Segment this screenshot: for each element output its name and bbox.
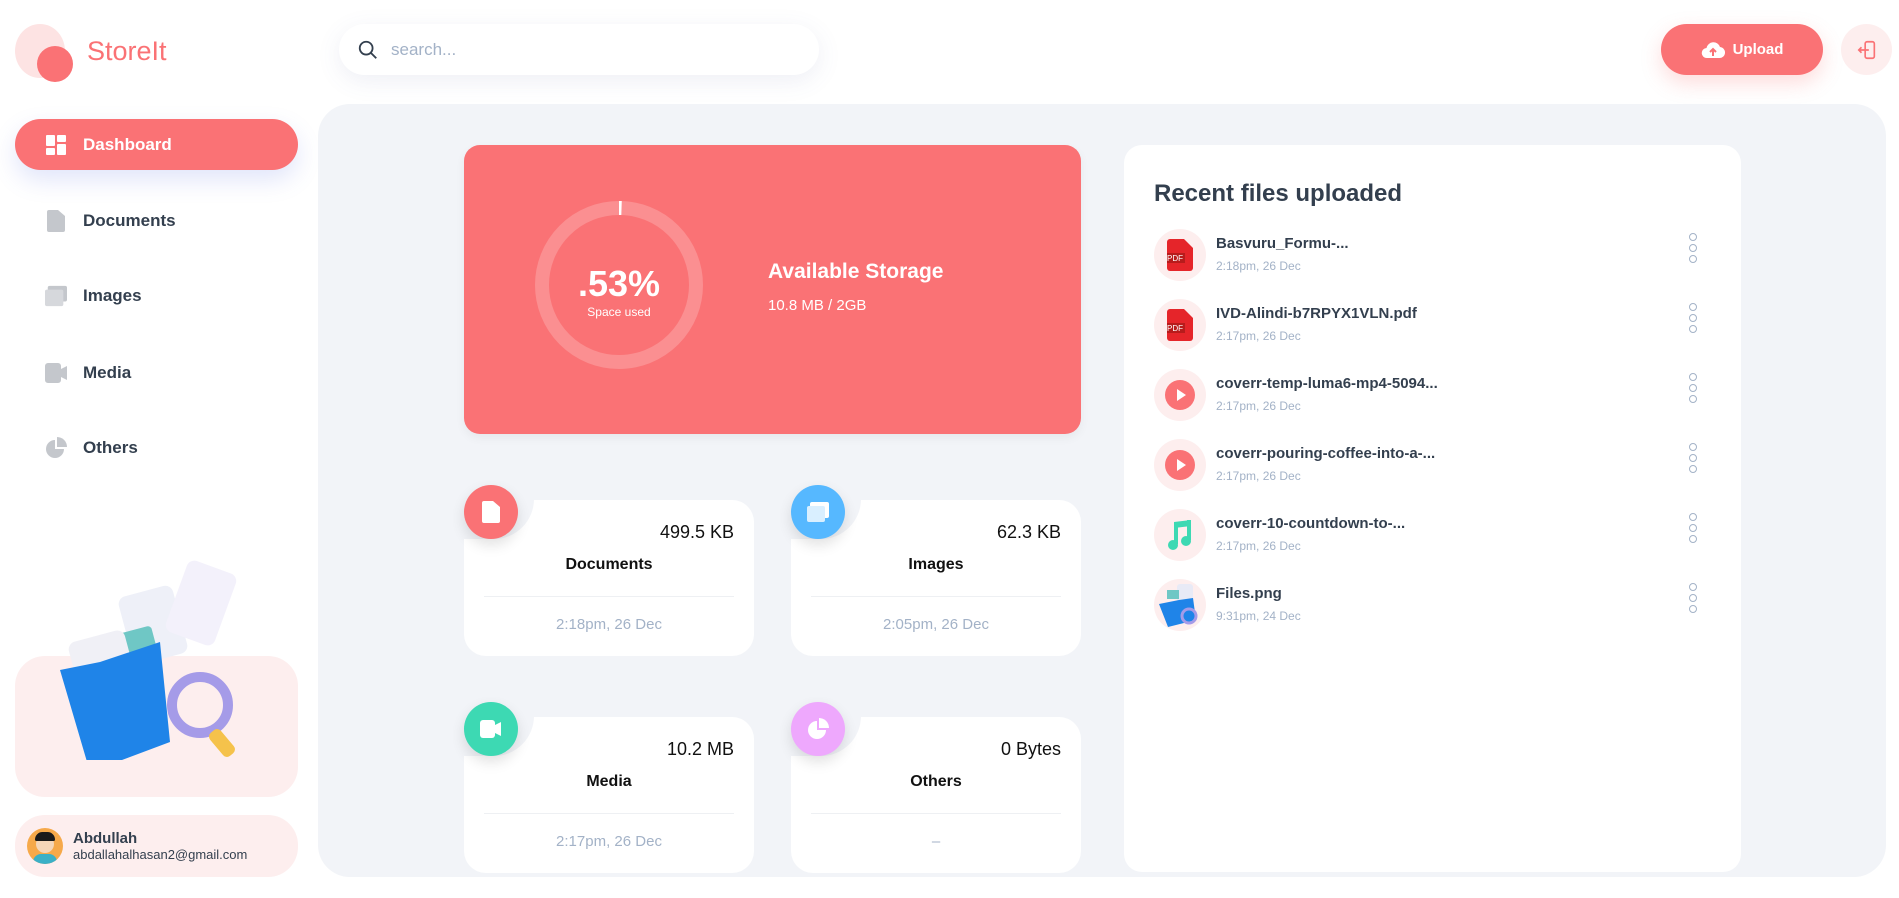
file-date: 2:17pm, 26 Dec: [1216, 399, 1301, 413]
play-icon: [1154, 369, 1206, 421]
recent-file-row[interactable]: Files.png 9:31pm, 24 Dec: [1154, 577, 1714, 633]
category-size: 499.5 KB: [659, 522, 734, 542]
upload-label: Upload: [1732, 41, 1784, 58]
category-name: Images: [908, 556, 964, 573]
video-icon: [464, 702, 518, 756]
storage-percent: .53%: [577, 263, 661, 304]
user-email: abdallahalhasan2@gmail.com: [73, 847, 248, 862]
logout-icon: [1857, 40, 1875, 59]
storage-summary-card: .53% Space used Available Storage 10.8 M…: [464, 145, 1081, 434]
recent-files-panel: Recent files uploaded PDF Basvuru_Formu-…: [1124, 145, 1741, 872]
file-date: 2:17pm, 26 Dec: [1216, 539, 1301, 553]
pdf-file-icon: PDF: [1154, 299, 1206, 351]
category-name: Documents: [565, 556, 653, 573]
more-options-icon[interactable]: [1687, 233, 1699, 263]
category-date: –: [931, 833, 941, 850]
recent-file-row[interactable]: PDF IVD-Alindi-b7RPYX1VLN.pdf 2:17pm, 26…: [1154, 297, 1714, 353]
svg-text:PDF: PDF: [1167, 324, 1183, 333]
category-name: Media: [586, 773, 632, 790]
pie-chart-icon: [791, 702, 845, 756]
storage-usage-arc: [535, 201, 703, 369]
play-icon: [1154, 439, 1206, 491]
sidebar-item-label: Documents: [83, 210, 176, 230]
category-size: 0 Bytes: [1000, 739, 1061, 759]
search-input[interactable]: [391, 39, 771, 60]
more-options-icon[interactable]: [1687, 513, 1699, 543]
file-name: coverr-10-countdown-to-...: [1216, 515, 1406, 532]
divider: [811, 596, 1061, 597]
sidebar-item-label: Media: [83, 362, 132, 382]
divider: [484, 813, 734, 814]
storage-usage: 10.8 MB / 2GB: [768, 297, 867, 314]
category-date: 2:17pm, 26 Dec: [556, 833, 662, 850]
sidebar-item-label: Images: [83, 285, 142, 305]
category-size: 62.3 KB: [996, 522, 1061, 542]
pie-chart-icon: [45, 436, 67, 459]
category-card-documents[interactable]: 499.5 KB Documents 2:18pm, 26 Dec: [464, 485, 754, 656]
logo-mark-dot: [37, 46, 73, 82]
images-icon: [45, 285, 67, 307]
divider: [484, 596, 734, 597]
more-options-icon[interactable]: [1687, 583, 1699, 613]
upload-button[interactable]: Upload: [1661, 24, 1823, 75]
logout-button[interactable]: [1841, 24, 1892, 75]
more-options-icon[interactable]: [1687, 443, 1699, 473]
file-date: 2:18pm, 26 Dec: [1216, 259, 1301, 273]
category-date: 2:18pm, 26 Dec: [556, 616, 662, 633]
category-card-others[interactable]: 0 Bytes Others –: [791, 702, 1081, 873]
svg-text:PDF: PDF: [1167, 254, 1183, 263]
recent-files-title: Recent files uploaded: [1154, 180, 1403, 207]
search-icon: [358, 40, 377, 59]
user-card[interactable]: Abdullah abdallahalhasan2@gmail.com: [15, 815, 298, 877]
file-name: IVD-Alindi-b7RPYX1VLN.pdf: [1216, 305, 1417, 322]
document-icon: [464, 485, 518, 539]
music-note-icon: [1154, 509, 1206, 561]
search-bar[interactable]: [339, 24, 819, 75]
sidebar-item-images[interactable]: Images: [15, 270, 298, 321]
divider: [811, 813, 1061, 814]
recent-file-row[interactable]: coverr-temp-luma6-mp4-5094... 2:17pm, 26…: [1154, 367, 1714, 423]
recent-file-row[interactable]: coverr-10-countdown-to-... 2:17pm, 26 De…: [1154, 507, 1714, 563]
sidebar-item-label: Others: [83, 437, 138, 457]
more-options-icon[interactable]: [1687, 373, 1699, 403]
video-icon: [45, 362, 67, 384]
cloud-upload-icon: [1701, 41, 1725, 58]
dashboard-icon: [45, 134, 67, 156]
file-date: 2:17pm, 26 Dec: [1216, 329, 1301, 343]
avatar: [27, 828, 63, 864]
document-icon: [45, 209, 67, 232]
category-card-media[interactable]: 10.2 MB Media 2:17pm, 26 Dec: [464, 702, 754, 873]
sidebar-item-others[interactable]: Others: [15, 422, 298, 473]
images-icon: [791, 485, 845, 539]
sidebar-item-media[interactable]: Media: [15, 347, 298, 398]
file-name: Files.png: [1216, 585, 1282, 602]
file-date: 2:17pm, 26 Dec: [1216, 469, 1301, 483]
sidebar-item-dashboard[interactable]: Dashboard: [15, 119, 298, 170]
recent-file-row[interactable]: PDF Basvuru_Formu-... 2:18pm, 26 Dec: [1154, 227, 1714, 283]
brand-name: StoreIt: [87, 36, 167, 66]
pdf-file-icon: PDF: [1154, 229, 1206, 281]
category-card-images[interactable]: 62.3 KB Images 2:05pm, 26 Dec: [791, 485, 1081, 656]
storage-percent-caption: Space used: [587, 305, 651, 319]
file-name: coverr-pouring-coffee-into-a-...: [1216, 445, 1436, 462]
sidebar-item-documents[interactable]: Documents: [15, 195, 298, 246]
sidebar-item-label: Dashboard: [83, 134, 172, 154]
image-thumbnail-icon: [1154, 579, 1206, 631]
folder-illustration: [60, 560, 237, 760]
category-date: 2:05pm, 26 Dec: [883, 616, 989, 633]
storage-usage-ring: [535, 201, 703, 369]
user-name: Abdullah: [73, 830, 138, 847]
file-name: Basvuru_Formu-...: [1216, 235, 1349, 252]
more-options-icon[interactable]: [1687, 303, 1699, 333]
category-name: Others: [910, 773, 962, 790]
category-size: 10.2 MB: [666, 739, 734, 759]
storage-title: Available Storage: [768, 260, 944, 283]
file-date: 9:31pm, 24 Dec: [1216, 609, 1301, 623]
file-name: coverr-temp-luma6-mp4-5094...: [1216, 375, 1438, 392]
recent-file-row[interactable]: coverr-pouring-coffee-into-a-... 2:17pm,…: [1154, 437, 1714, 493]
